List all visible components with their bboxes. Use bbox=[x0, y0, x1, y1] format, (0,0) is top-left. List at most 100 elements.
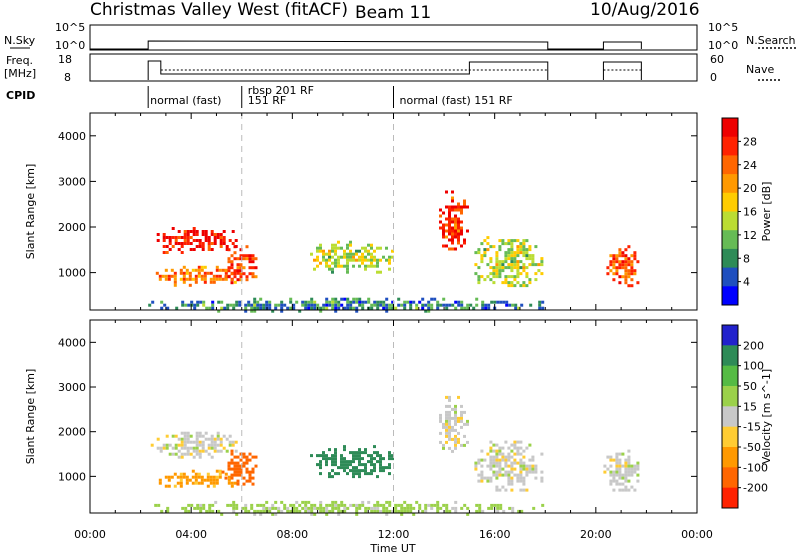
cpid-label: CPID bbox=[6, 89, 35, 102]
heatmap-cell bbox=[379, 466, 382, 470]
heatmap-cell bbox=[522, 449, 526, 453]
heatmap-cell bbox=[454, 220, 457, 224]
heatmap-cell bbox=[195, 431, 199, 435]
heatmap-cell bbox=[227, 478, 231, 482]
heatmap-cell bbox=[352, 258, 355, 262]
heatmap-cell bbox=[385, 258, 388, 262]
heatmap-cell bbox=[621, 482, 625, 486]
heatmap-cell bbox=[256, 503, 260, 507]
heatmap-cell bbox=[385, 306, 389, 310]
heatmap-cell bbox=[355, 512, 359, 516]
heatmap-cell bbox=[186, 440, 190, 444]
heatmap-cell bbox=[477, 248, 481, 252]
heatmap-cell bbox=[191, 475, 195, 479]
heatmap-cell bbox=[355, 309, 359, 313]
heatmap-cell bbox=[397, 503, 401, 507]
heatmap-cell bbox=[195, 446, 199, 450]
heatmap-cell bbox=[171, 227, 175, 230]
heatmap-cell bbox=[460, 404, 463, 408]
heatmap-cell bbox=[331, 469, 334, 473]
heatmap-cell bbox=[403, 300, 407, 304]
heatmap-cell bbox=[477, 458, 481, 462]
heatmap-cell bbox=[624, 473, 628, 477]
heatmap-cell bbox=[615, 260, 619, 264]
heatmap-cell bbox=[195, 245, 199, 248]
heatmap-cell bbox=[256, 306, 260, 310]
heatmap-cell bbox=[198, 242, 202, 245]
heatmap-cell bbox=[507, 257, 511, 261]
heatmap-cell bbox=[230, 461, 234, 465]
heatmap-cell bbox=[364, 267, 367, 271]
heatmap-cell bbox=[492, 473, 496, 477]
heatmap-cell bbox=[180, 431, 184, 435]
heatmap-cell bbox=[498, 446, 502, 450]
heatmap-cell bbox=[477, 281, 481, 285]
heatmap-cell bbox=[180, 446, 184, 450]
heatmap-cell bbox=[451, 449, 454, 453]
heatmap-cell bbox=[165, 245, 169, 248]
heatmap-cell bbox=[507, 479, 511, 483]
heatmap-cell bbox=[322, 509, 326, 513]
heatmap-cell bbox=[516, 446, 520, 450]
heatmap-cell bbox=[442, 229, 445, 233]
heatmap-cell bbox=[391, 457, 394, 461]
heatmap-cell bbox=[361, 503, 365, 507]
heatmap-cell bbox=[346, 264, 349, 268]
heatmap-cell bbox=[495, 272, 499, 276]
heatmap-cell bbox=[388, 267, 391, 271]
heatmap-cell bbox=[513, 260, 517, 264]
heatmap-cell bbox=[495, 443, 499, 447]
heatmap-cell bbox=[480, 260, 484, 264]
heatmap-cell bbox=[522, 461, 526, 465]
heatmap-cell bbox=[177, 449, 181, 453]
heatmap-cell bbox=[445, 431, 448, 435]
heatmap-cell bbox=[307, 303, 311, 307]
heatmap-cell bbox=[525, 239, 529, 243]
heatmap-cell bbox=[313, 506, 317, 510]
heatmap-cell bbox=[507, 263, 511, 267]
heatmap-cell bbox=[227, 475, 231, 479]
heatmap-cell bbox=[451, 247, 454, 251]
heatmap-cell bbox=[322, 303, 326, 307]
heatmap-cell bbox=[528, 245, 532, 249]
heatmap-cell bbox=[358, 460, 361, 464]
heatmap-cell bbox=[325, 457, 328, 461]
freq-panel-frame bbox=[89, 53, 698, 82]
heatmap-cell bbox=[448, 395, 451, 399]
heatmap-cell bbox=[227, 266, 231, 270]
heatmap-cell bbox=[364, 249, 367, 253]
heatmap-cell bbox=[218, 274, 222, 278]
heatmap-cell bbox=[319, 466, 322, 470]
heatmap-cell bbox=[430, 306, 434, 310]
heatmap-cell bbox=[457, 241, 460, 245]
heatmap-cell bbox=[427, 306, 431, 310]
heatmap-cell bbox=[185, 268, 189, 272]
heatmap-cell bbox=[630, 464, 634, 468]
heatmap-cell bbox=[207, 236, 211, 239]
heatmap-cell bbox=[624, 263, 628, 267]
colorbar-swatch bbox=[722, 426, 738, 448]
heatmap-cell bbox=[209, 475, 213, 479]
heatmap-cell bbox=[448, 431, 451, 435]
heatmap-cell bbox=[186, 242, 190, 245]
heatmap-cell bbox=[202, 303, 206, 307]
heatmap-cell bbox=[325, 261, 328, 265]
heatmap-cell bbox=[204, 233, 208, 236]
heatmap-cell bbox=[618, 248, 622, 252]
heatmap-cell bbox=[170, 274, 174, 278]
heatmap-cell bbox=[220, 512, 224, 516]
heatmap-cell bbox=[445, 509, 449, 513]
heatmap-cell bbox=[382, 466, 385, 470]
heatmap-cell bbox=[316, 255, 319, 259]
heatmap-cell bbox=[397, 297, 401, 301]
heatmap-cell bbox=[189, 446, 193, 450]
heatmap-cell bbox=[168, 236, 172, 239]
heatmap-cell bbox=[361, 258, 364, 262]
heatmap-cell bbox=[448, 226, 451, 230]
heatmap-cell bbox=[217, 509, 221, 513]
heatmap-cell bbox=[513, 257, 517, 261]
heatmap-cell bbox=[489, 464, 493, 468]
heatmap-cell bbox=[207, 452, 211, 456]
heatmap-cell bbox=[531, 257, 535, 261]
heatmap-cell bbox=[430, 506, 434, 510]
